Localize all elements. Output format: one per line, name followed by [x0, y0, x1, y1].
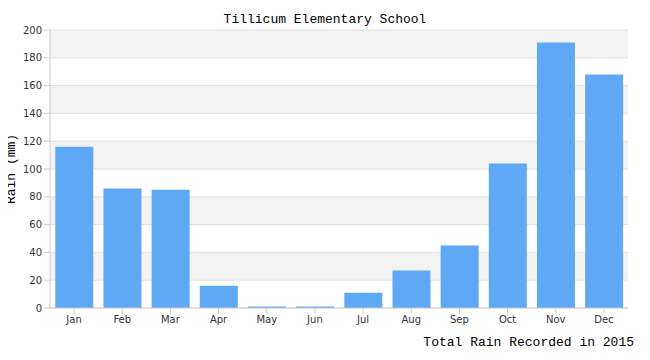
svg-text:Nov: Nov	[546, 314, 566, 325]
svg-text:Dec: Dec	[594, 314, 613, 325]
svg-text:60: 60	[29, 219, 42, 230]
html-text:Total Rain Recorded in 2015: Total Rain Recorded in 2015	[423, 335, 634, 350]
svg-text:Jun: Jun	[306, 314, 323, 325]
svg-text:Mar: Mar	[161, 314, 181, 325]
svg-text:Aug: Aug	[401, 314, 421, 325]
svg-text:100: 100	[23, 164, 42, 175]
svg-text:Feb: Feb	[113, 314, 131, 325]
svg-text:Apr: Apr	[210, 314, 228, 325]
svg-text:Jul: Jul	[356, 314, 369, 325]
svg-text:40: 40	[29, 247, 42, 258]
svg-text:20: 20	[29, 275, 42, 286]
svg-text:80: 80	[29, 191, 42, 202]
html-text:Tillicum Elementary School: Tillicum Elementary School	[223, 12, 427, 27]
svg-text:Jan: Jan	[65, 314, 81, 325]
svg-text:Sep: Sep	[450, 314, 469, 325]
svg-text:Oct: Oct	[499, 314, 516, 325]
svg-text:0: 0	[36, 303, 42, 314]
svg-text:120: 120	[23, 136, 42, 147]
svg-text:Rain (mm): Rain (mm)	[8, 134, 19, 204]
svg-text:140: 140	[23, 108, 42, 119]
svg-text:180: 180	[23, 52, 42, 63]
svg-text:200: 200	[23, 25, 42, 36]
svg-text:160: 160	[23, 80, 42, 91]
svg-text:May: May	[256, 314, 277, 325]
